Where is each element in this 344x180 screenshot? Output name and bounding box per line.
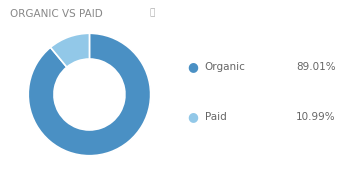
Text: Organic: Organic xyxy=(205,62,246,72)
Text: 89.01%: 89.01% xyxy=(296,62,335,72)
Text: ⓘ: ⓘ xyxy=(150,8,155,17)
Text: ●: ● xyxy=(187,111,198,123)
Circle shape xyxy=(54,59,125,130)
Text: ●: ● xyxy=(187,60,198,73)
Text: 10.99%: 10.99% xyxy=(296,112,335,122)
Wedge shape xyxy=(51,33,89,67)
Text: ORGANIC VS PAID: ORGANIC VS PAID xyxy=(10,9,103,19)
Wedge shape xyxy=(28,33,151,156)
Text: Paid: Paid xyxy=(205,112,226,122)
